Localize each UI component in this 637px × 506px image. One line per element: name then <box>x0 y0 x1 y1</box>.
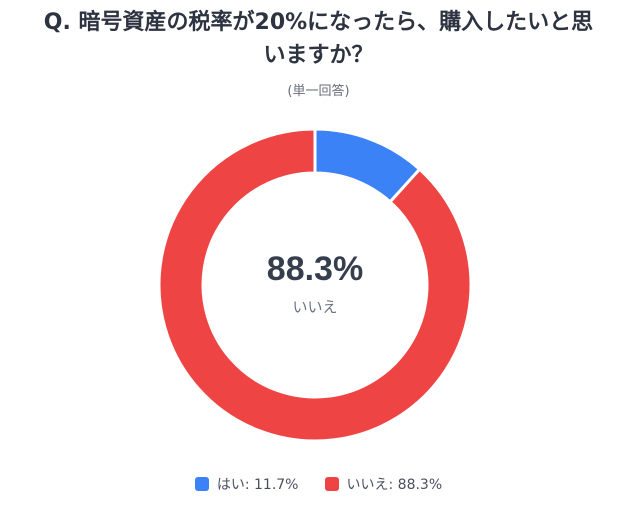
legend-item-yes[interactable]: はい: 11.7% <box>194 474 299 494</box>
center-label: いいえ <box>292 298 338 316</box>
chart-subtitle: (単一回答) <box>287 84 350 99</box>
chart-title: Q. 暗号資産の税率が20%になったら、購入したいと思 いますか？ <box>0 6 637 72</box>
center-value: 88.3% <box>266 250 364 288</box>
legend-label-yes: はい: 11.7% <box>216 477 299 493</box>
chart-title-line-1: Q. 暗号資産の税率が20%になったら、購入したいと思 <box>43 10 594 35</box>
legend-swatch-no <box>324 477 339 491</box>
donut-slices <box>157 127 473 443</box>
chart-title-line-2: いますか？ <box>263 43 374 68</box>
legend-item-no[interactable]: いいえ: 88.3% <box>324 474 443 494</box>
legend: はい: 11.7% いいえ: 88.3% <box>0 474 637 494</box>
legend-label-no: いいえ: 88.3% <box>346 477 443 493</box>
slice-no[interactable] <box>157 127 473 443</box>
legend-swatch-yes <box>194 477 209 491</box>
